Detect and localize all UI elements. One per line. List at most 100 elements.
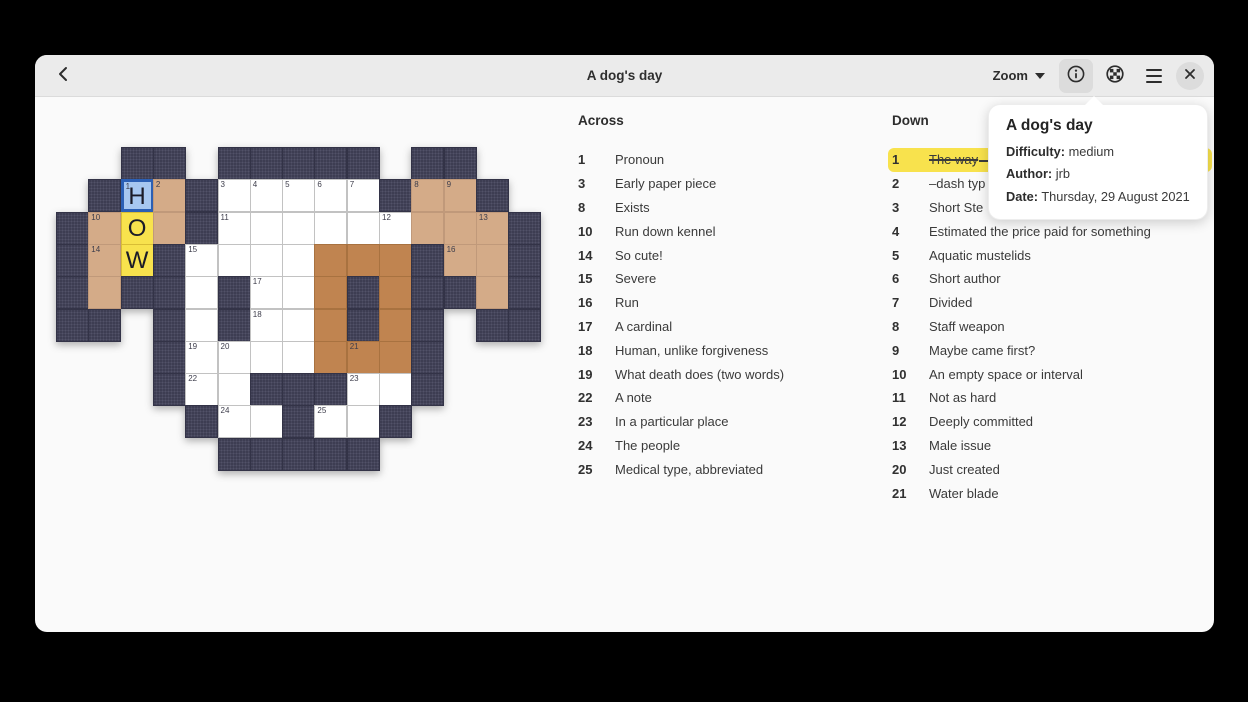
grid-cell[interactable]: 15 — [185, 243, 219, 277]
grid-cell[interactable]: 2 — [152, 179, 186, 213]
grid-cell[interactable] — [282, 243, 316, 277]
grid-cell[interactable] — [217, 373, 251, 407]
grid-cell[interactable] — [411, 211, 445, 245]
grid-cell[interactable] — [249, 243, 283, 277]
grid-cell[interactable]: 21 — [346, 340, 380, 374]
cell-number: 10 — [91, 212, 101, 222]
grid-cell[interactable] — [282, 308, 316, 342]
grid-cell[interactable] — [249, 405, 283, 439]
down-clue-row[interactable]: 7 Divided — [892, 291, 1212, 315]
grid-cell[interactable]: 25 — [314, 405, 348, 439]
grid-cell[interactable]: 19 — [185, 340, 219, 374]
across-clue-row[interactable]: 17 A cardinal — [578, 315, 784, 339]
down-clue-row[interactable]: 3 Short Ste — [892, 196, 1212, 220]
across-clue-row[interactable]: 15 Severe — [578, 267, 784, 291]
grid-cell[interactable]: 23 — [346, 373, 380, 407]
clue-text: An empty space or interval — [929, 366, 1083, 382]
zoom-menu-button[interactable]: Zoom — [984, 59, 1054, 93]
grid-cell[interactable] — [379, 308, 412, 342]
grid-cell[interactable] — [379, 340, 412, 374]
across-clue-row[interactable]: 18 Human, unlike forgiveness — [578, 338, 784, 362]
grid-cell[interactable]: 24 — [217, 405, 251, 439]
grid-cell[interactable] — [443, 211, 477, 245]
grid-cell[interactable] — [185, 308, 219, 342]
across-clue-row[interactable]: 10 Run down kennel — [578, 219, 784, 243]
grid-cell[interactable]: 11 — [217, 211, 251, 245]
grid-cell[interactable]: 3 — [217, 179, 251, 213]
grid-cell[interactable]: 13 — [475, 211, 509, 245]
down-clue-row[interactable]: 13 Male issue — [892, 434, 1212, 458]
main-menu-button[interactable] — [1137, 59, 1171, 93]
grid-cell[interactable]: 7 — [346, 179, 380, 213]
grid-cell[interactable] — [282, 211, 316, 245]
grid-cell[interactable]: 5 — [282, 179, 316, 213]
puzzle-sets-button[interactable] — [1098, 59, 1132, 93]
grid-cell[interactable] — [314, 243, 348, 277]
grid-cell[interactable] — [475, 276, 509, 310]
grid-cell[interactable] — [314, 308, 348, 342]
down-clue-row[interactable]: 4 Estimated the price paid for something — [892, 219, 1212, 243]
down-clue-row[interactable]: 10 An empty space or interval — [892, 362, 1212, 386]
close-window-button[interactable] — [1176, 61, 1204, 90]
grid-cell[interactable] — [346, 243, 380, 277]
down-clue-row[interactable]: 11 Not as hard — [892, 386, 1212, 410]
grid-cell[interactable] — [152, 211, 186, 245]
grid-cell[interactable]: 20 — [217, 340, 251, 374]
grid-cell[interactable] — [379, 243, 412, 277]
grid-cell[interactable] — [185, 276, 219, 310]
across-clue-row[interactable]: 23 In a particular place — [578, 410, 784, 434]
across-clue-row[interactable]: 16 Run — [578, 291, 784, 315]
across-clue-row[interactable]: 24 The people — [578, 434, 784, 458]
grid-block-cell — [217, 437, 251, 471]
grid-cell[interactable] — [88, 276, 122, 310]
grid-cell[interactable] — [346, 405, 380, 439]
grid-cell[interactable] — [346, 211, 380, 245]
grid-cell[interactable]: 18 — [249, 308, 283, 342]
grid-cell[interactable] — [379, 373, 412, 407]
grid-cell[interactable]: 17 — [249, 276, 283, 310]
grid-cell[interactable]: 9 — [443, 179, 477, 213]
grid-cell[interactable] — [475, 243, 509, 277]
across-clue-row[interactable]: 25 Medical type, abbreviated — [578, 457, 784, 481]
cell-number: 7 — [349, 180, 355, 190]
grid-cell[interactable]: 4 — [249, 179, 283, 213]
across-clue-row[interactable]: 14 So cute! — [578, 243, 784, 267]
grid-cell[interactable] — [282, 340, 316, 374]
down-clue-row[interactable]: 9 Maybe came first? — [892, 338, 1212, 362]
grid-cell[interactable]: W — [120, 243, 154, 277]
down-clue-row[interactable]: 8 Staff weapon — [892, 315, 1212, 339]
grid-cell[interactable] — [314, 211, 348, 245]
grid-cell[interactable] — [314, 276, 348, 310]
down-clue-row[interactable]: 5 Aquatic mustelids — [892, 243, 1212, 267]
grid-cell[interactable]: 16 — [443, 243, 477, 277]
grid-cell[interactable] — [314, 340, 348, 374]
down-clue-row[interactable]: 12 Deeply committed — [892, 410, 1212, 434]
grid-cell[interactable]: 8 — [411, 179, 445, 213]
grid-cell[interactable] — [379, 276, 412, 310]
across-clue-row[interactable]: 3 Early paper piece — [578, 172, 784, 196]
across-clue-row[interactable]: 1 Pronoun — [578, 148, 784, 172]
grid-cell[interactable]: 6 — [314, 179, 348, 213]
grid-cell[interactable]: 14 — [88, 243, 122, 277]
grid-cell[interactable]: 12 — [379, 211, 412, 245]
down-clue-row[interactable]: 2 –dash typ — [892, 172, 1212, 196]
down-clue-row[interactable]: 6 Short author — [892, 267, 1212, 291]
down-clue-row[interactable]: 20 Just created — [892, 457, 1212, 481]
grid-cell[interactable]: O — [120, 211, 154, 245]
clue-number: 19 — [578, 366, 593, 382]
grid-cell[interactable]: 10 — [88, 211, 122, 245]
grid-cell[interactable]: 22 — [185, 373, 219, 407]
across-clue-row[interactable]: 8 Exists — [578, 196, 784, 220]
down-clue-row[interactable]: 21 Water blade — [892, 481, 1212, 505]
across-clue-row[interactable]: 22 A note — [578, 386, 784, 410]
grid-block-cell — [282, 373, 316, 407]
grid-cell[interactable] — [249, 340, 283, 374]
across-clue-row[interactable]: 19 What death does (two words) — [578, 362, 784, 386]
puzzle-info-button[interactable] — [1059, 58, 1093, 93]
grid-cell[interactable] — [217, 243, 251, 277]
grid-block-cell — [508, 308, 542, 342]
grid-cell[interactable] — [249, 211, 283, 245]
back-button[interactable] — [47, 59, 81, 93]
grid-cell[interactable] — [282, 276, 316, 310]
